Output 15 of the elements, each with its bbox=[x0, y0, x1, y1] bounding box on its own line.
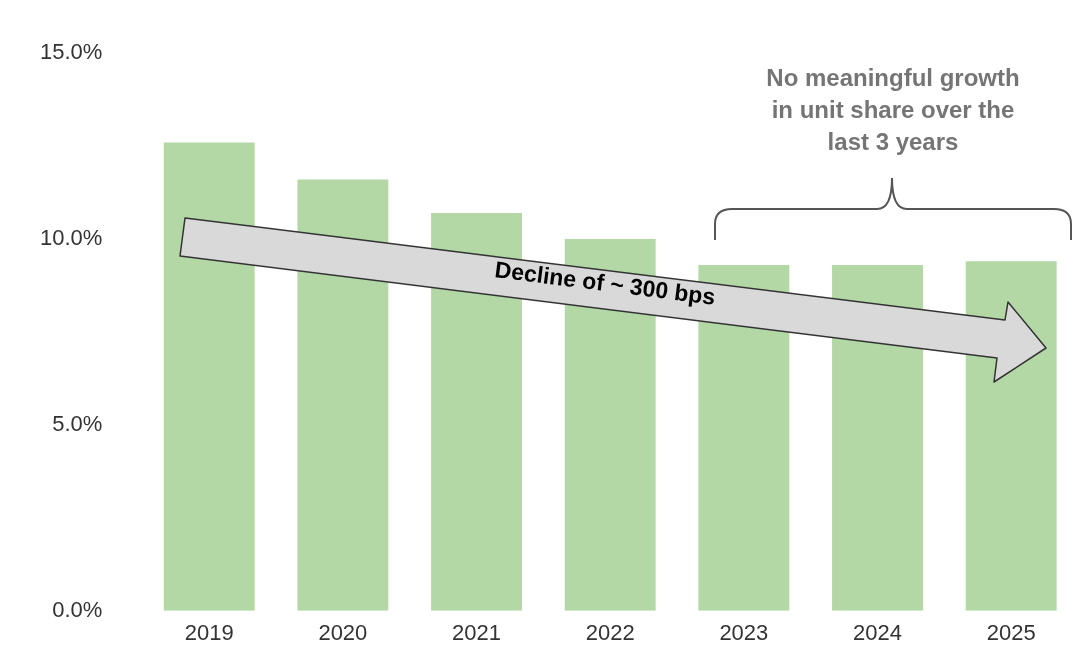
annotation: No meaningful growth in unit share over the last 3 years bbox=[765, 63, 1021, 157]
bar bbox=[163, 142, 255, 611]
y-tick-label: 10.0% bbox=[39, 225, 103, 251]
x-tick-label: 2022 bbox=[585, 620, 635, 646]
x-tick-label: 2020 bbox=[318, 620, 368, 646]
annotation: Decline of ~ 300 bps bbox=[492, 255, 718, 312]
bar bbox=[297, 179, 389, 611]
x-tick-label: 2024 bbox=[853, 620, 902, 646]
y-tick-label: 0.0% bbox=[52, 596, 103, 622]
y-tick-label: 15.0% bbox=[39, 39, 103, 65]
x-tick-label: 2025 bbox=[986, 620, 1036, 646]
x-tick-label: 2021 bbox=[452, 620, 502, 646]
x-tick-label: 2019 bbox=[184, 620, 234, 646]
x-tick-label: 2023 bbox=[719, 620, 769, 646]
y-tick-label: 5.0% bbox=[52, 411, 103, 436]
